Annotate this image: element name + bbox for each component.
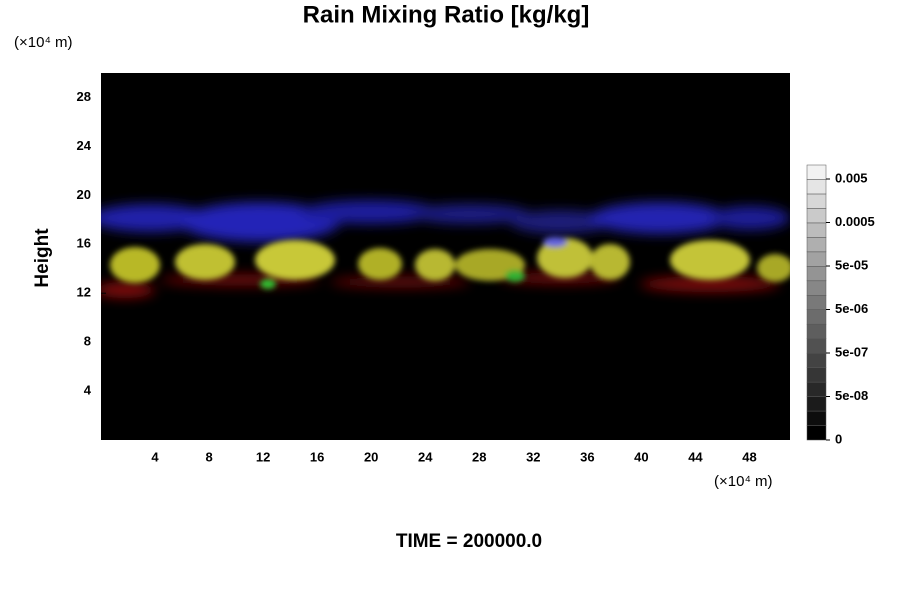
colorbar-step bbox=[806, 179, 827, 195]
colorbar-step bbox=[806, 396, 827, 412]
x-tick-label: 8 bbox=[205, 449, 212, 464]
colorbar-step bbox=[806, 323, 827, 339]
colorbar-step bbox=[806, 309, 827, 325]
colorbar-step bbox=[806, 352, 827, 368]
colorbar-step bbox=[806, 251, 827, 267]
colorbar-step bbox=[806, 164, 827, 180]
x-tick-label: 4 bbox=[151, 449, 159, 464]
y-tick-label: 4 bbox=[84, 383, 92, 398]
x-unit: (×10⁴ m) bbox=[714, 473, 773, 490]
colorbar-step bbox=[806, 425, 827, 441]
colorbar-step bbox=[806, 381, 827, 397]
x-tick-label: 20 bbox=[364, 449, 378, 464]
x-tick-label: 36 bbox=[580, 449, 594, 464]
colorbar-label: 5e-08 bbox=[835, 388, 868, 403]
x-tick-label: 40 bbox=[634, 449, 648, 464]
colorbar: 0.005 0.0005 5e-05 5e-06 5e-07 5e-08 0 bbox=[806, 164, 875, 446]
colorbar-step bbox=[806, 367, 827, 383]
y-tick-label: 24 bbox=[77, 138, 92, 153]
x-tick-label: 16 bbox=[310, 449, 324, 464]
colorbar-step bbox=[806, 237, 827, 253]
colorbar-step bbox=[806, 208, 827, 224]
colorbar-label: 0 bbox=[835, 431, 842, 446]
x-tick-label: 32 bbox=[526, 449, 540, 464]
colorbar-label: 5e-05 bbox=[835, 257, 868, 272]
y-unit: (×10⁴ m) bbox=[14, 34, 73, 51]
y-tick-label: 28 bbox=[77, 89, 91, 104]
x-tick-label: 12 bbox=[256, 449, 270, 464]
colorbar-step bbox=[806, 222, 827, 238]
colorbar-label: 5e-06 bbox=[835, 301, 868, 316]
colorbar-label: 0.0005 bbox=[835, 214, 875, 229]
colorbar-step bbox=[806, 295, 827, 310]
y-tick-label: 8 bbox=[84, 334, 91, 349]
x-tick-label: 44 bbox=[688, 449, 703, 464]
x-tick-label: 24 bbox=[418, 449, 433, 464]
colorbar-step bbox=[806, 280, 827, 296]
colorbar-label: 0.005 bbox=[835, 170, 868, 185]
x-tick-label: 48 bbox=[742, 449, 756, 464]
colorbar-label: 5e-07 bbox=[835, 344, 868, 359]
field-image bbox=[101, 200, 790, 298]
colorbar-step bbox=[806, 410, 827, 426]
chart-title: Rain Mixing Ratio [kg/kg] bbox=[303, 1, 590, 28]
y-tick-label: 12 bbox=[77, 285, 91, 300]
footer: TIME = 200000.0 bbox=[396, 531, 542, 552]
x-tick-label: 28 bbox=[472, 449, 486, 464]
colorbar-step bbox=[806, 338, 827, 354]
y-tick-label: 20 bbox=[77, 187, 91, 202]
colorbar-step bbox=[806, 193, 827, 209]
y-tick-label: 16 bbox=[77, 236, 91, 251]
y-axis-label: Height bbox=[32, 228, 53, 288]
colorbar-step bbox=[806, 266, 827, 282]
